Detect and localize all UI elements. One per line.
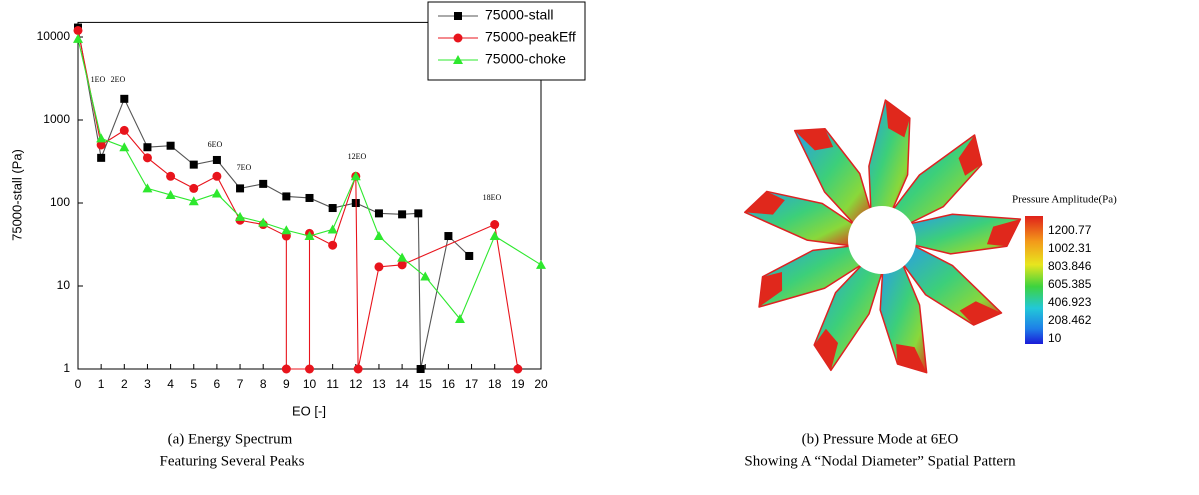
x-tick-label: 11 bbox=[326, 377, 339, 391]
marker bbox=[398, 210, 406, 218]
marker bbox=[282, 365, 291, 374]
x-tick-label: 19 bbox=[511, 377, 525, 391]
marker bbox=[213, 156, 221, 164]
marker bbox=[444, 232, 452, 240]
x-tick-label: 14 bbox=[395, 377, 409, 391]
marker bbox=[236, 184, 244, 192]
marker bbox=[120, 126, 129, 135]
annotation: 18EO bbox=[483, 193, 502, 202]
x-tick-label: 8 bbox=[260, 377, 267, 391]
marker bbox=[306, 194, 314, 202]
x-tick-label: 3 bbox=[144, 377, 151, 391]
marker bbox=[281, 225, 291, 234]
marker bbox=[119, 142, 129, 151]
marker bbox=[354, 365, 363, 374]
marker bbox=[375, 209, 383, 217]
x-tick-label: 15 bbox=[419, 377, 433, 391]
marker bbox=[414, 209, 422, 217]
figure: 75000-stall (Pa) EO [-] (a) Energy Spect… bbox=[0, 0, 1199, 495]
y-tick-label: 10000 bbox=[37, 29, 71, 43]
x-tick-label: 18 bbox=[488, 377, 502, 391]
marker bbox=[513, 365, 522, 374]
x-tick-label: 7 bbox=[237, 377, 244, 391]
series-line bbox=[78, 28, 469, 369]
y-tick-label: 100 bbox=[50, 195, 70, 209]
colorbar-label: 208.462 bbox=[1048, 313, 1092, 327]
y-axis-label: 75000-stall (Pa) bbox=[9, 149, 24, 241]
marker bbox=[417, 365, 425, 373]
marker bbox=[97, 154, 105, 162]
marker bbox=[73, 34, 83, 43]
y-tick-label: 1 bbox=[63, 361, 70, 375]
x-tick-label: 2 bbox=[121, 377, 128, 391]
x-tick-label: 6 bbox=[214, 377, 221, 391]
colorbar-title: Pressure Amplitude(Pa) bbox=[1012, 194, 1117, 206]
x-tick-label: 16 bbox=[442, 377, 456, 391]
x-tick-label: 13 bbox=[372, 377, 386, 391]
marker bbox=[454, 12, 462, 20]
marker bbox=[490, 231, 500, 240]
x-tick-label: 9 bbox=[283, 377, 290, 391]
marker bbox=[259, 180, 267, 188]
caption: (b) Pressure Mode at 6EO bbox=[802, 431, 959, 447]
marker bbox=[398, 260, 407, 269]
marker bbox=[74, 26, 83, 35]
x-tick-label: 17 bbox=[465, 377, 479, 391]
marker bbox=[190, 161, 198, 169]
marker bbox=[328, 241, 337, 250]
marker bbox=[329, 204, 337, 212]
x-tick-label: 12 bbox=[349, 377, 363, 391]
colorbar-label: 10 bbox=[1048, 331, 1062, 345]
x-tick-label: 20 bbox=[534, 377, 548, 391]
marker bbox=[465, 252, 473, 260]
legend-label: 75000-choke bbox=[485, 51, 566, 67]
marker bbox=[189, 184, 198, 193]
marker bbox=[536, 260, 546, 269]
colorbar-label: 406.923 bbox=[1048, 295, 1092, 309]
colorbar-label: 803.846 bbox=[1048, 259, 1092, 273]
marker bbox=[420, 272, 430, 281]
caption: Featuring Several Peaks bbox=[160, 453, 305, 469]
marker bbox=[212, 189, 222, 198]
x-tick-label: 4 bbox=[167, 377, 174, 391]
marker bbox=[167, 142, 175, 150]
annotation: 7EO bbox=[237, 163, 252, 172]
colorbar-label: 605.385 bbox=[1048, 277, 1092, 291]
y-tick-label: 1000 bbox=[43, 112, 70, 126]
marker bbox=[490, 220, 499, 229]
marker bbox=[374, 262, 383, 271]
hub bbox=[848, 206, 916, 274]
caption: (a) Energy Spectrum bbox=[168, 431, 293, 447]
annotation: 1EO bbox=[91, 75, 106, 84]
marker bbox=[166, 172, 175, 181]
marker bbox=[143, 143, 151, 151]
marker bbox=[212, 172, 221, 181]
marker bbox=[328, 224, 338, 233]
annotation: 6EO bbox=[208, 140, 223, 149]
caption: Showing A “Nodal Diameter” Spatial Patte… bbox=[744, 453, 1016, 469]
series-line bbox=[78, 30, 518, 369]
marker bbox=[374, 231, 384, 240]
marker bbox=[305, 365, 314, 374]
marker bbox=[120, 95, 128, 103]
y-tick-label: 10 bbox=[57, 278, 71, 292]
x-tick-label: 10 bbox=[303, 377, 317, 391]
x-tick-label: 5 bbox=[190, 377, 197, 391]
colorbar-label: 1002.31 bbox=[1048, 241, 1092, 255]
marker bbox=[142, 183, 152, 192]
x-tick-label: 1 bbox=[98, 377, 105, 391]
x-axis-label: EO [-] bbox=[292, 403, 326, 418]
page: 75000-stall (Pa) EO [-] (a) Energy Spect… bbox=[0, 0, 1199, 495]
x-tick-label: 0 bbox=[75, 377, 82, 391]
annotation: 12EO bbox=[348, 152, 367, 161]
colorbar-label: 1200.77 bbox=[1048, 223, 1092, 237]
marker bbox=[282, 192, 290, 200]
legend-label: 75000-peakEff bbox=[485, 29, 576, 45]
marker bbox=[454, 34, 463, 43]
legend-label: 75000-stall bbox=[485, 7, 554, 23]
marker bbox=[143, 153, 152, 162]
annotation: 2EO bbox=[111, 75, 126, 84]
colorbar bbox=[1025, 216, 1043, 344]
